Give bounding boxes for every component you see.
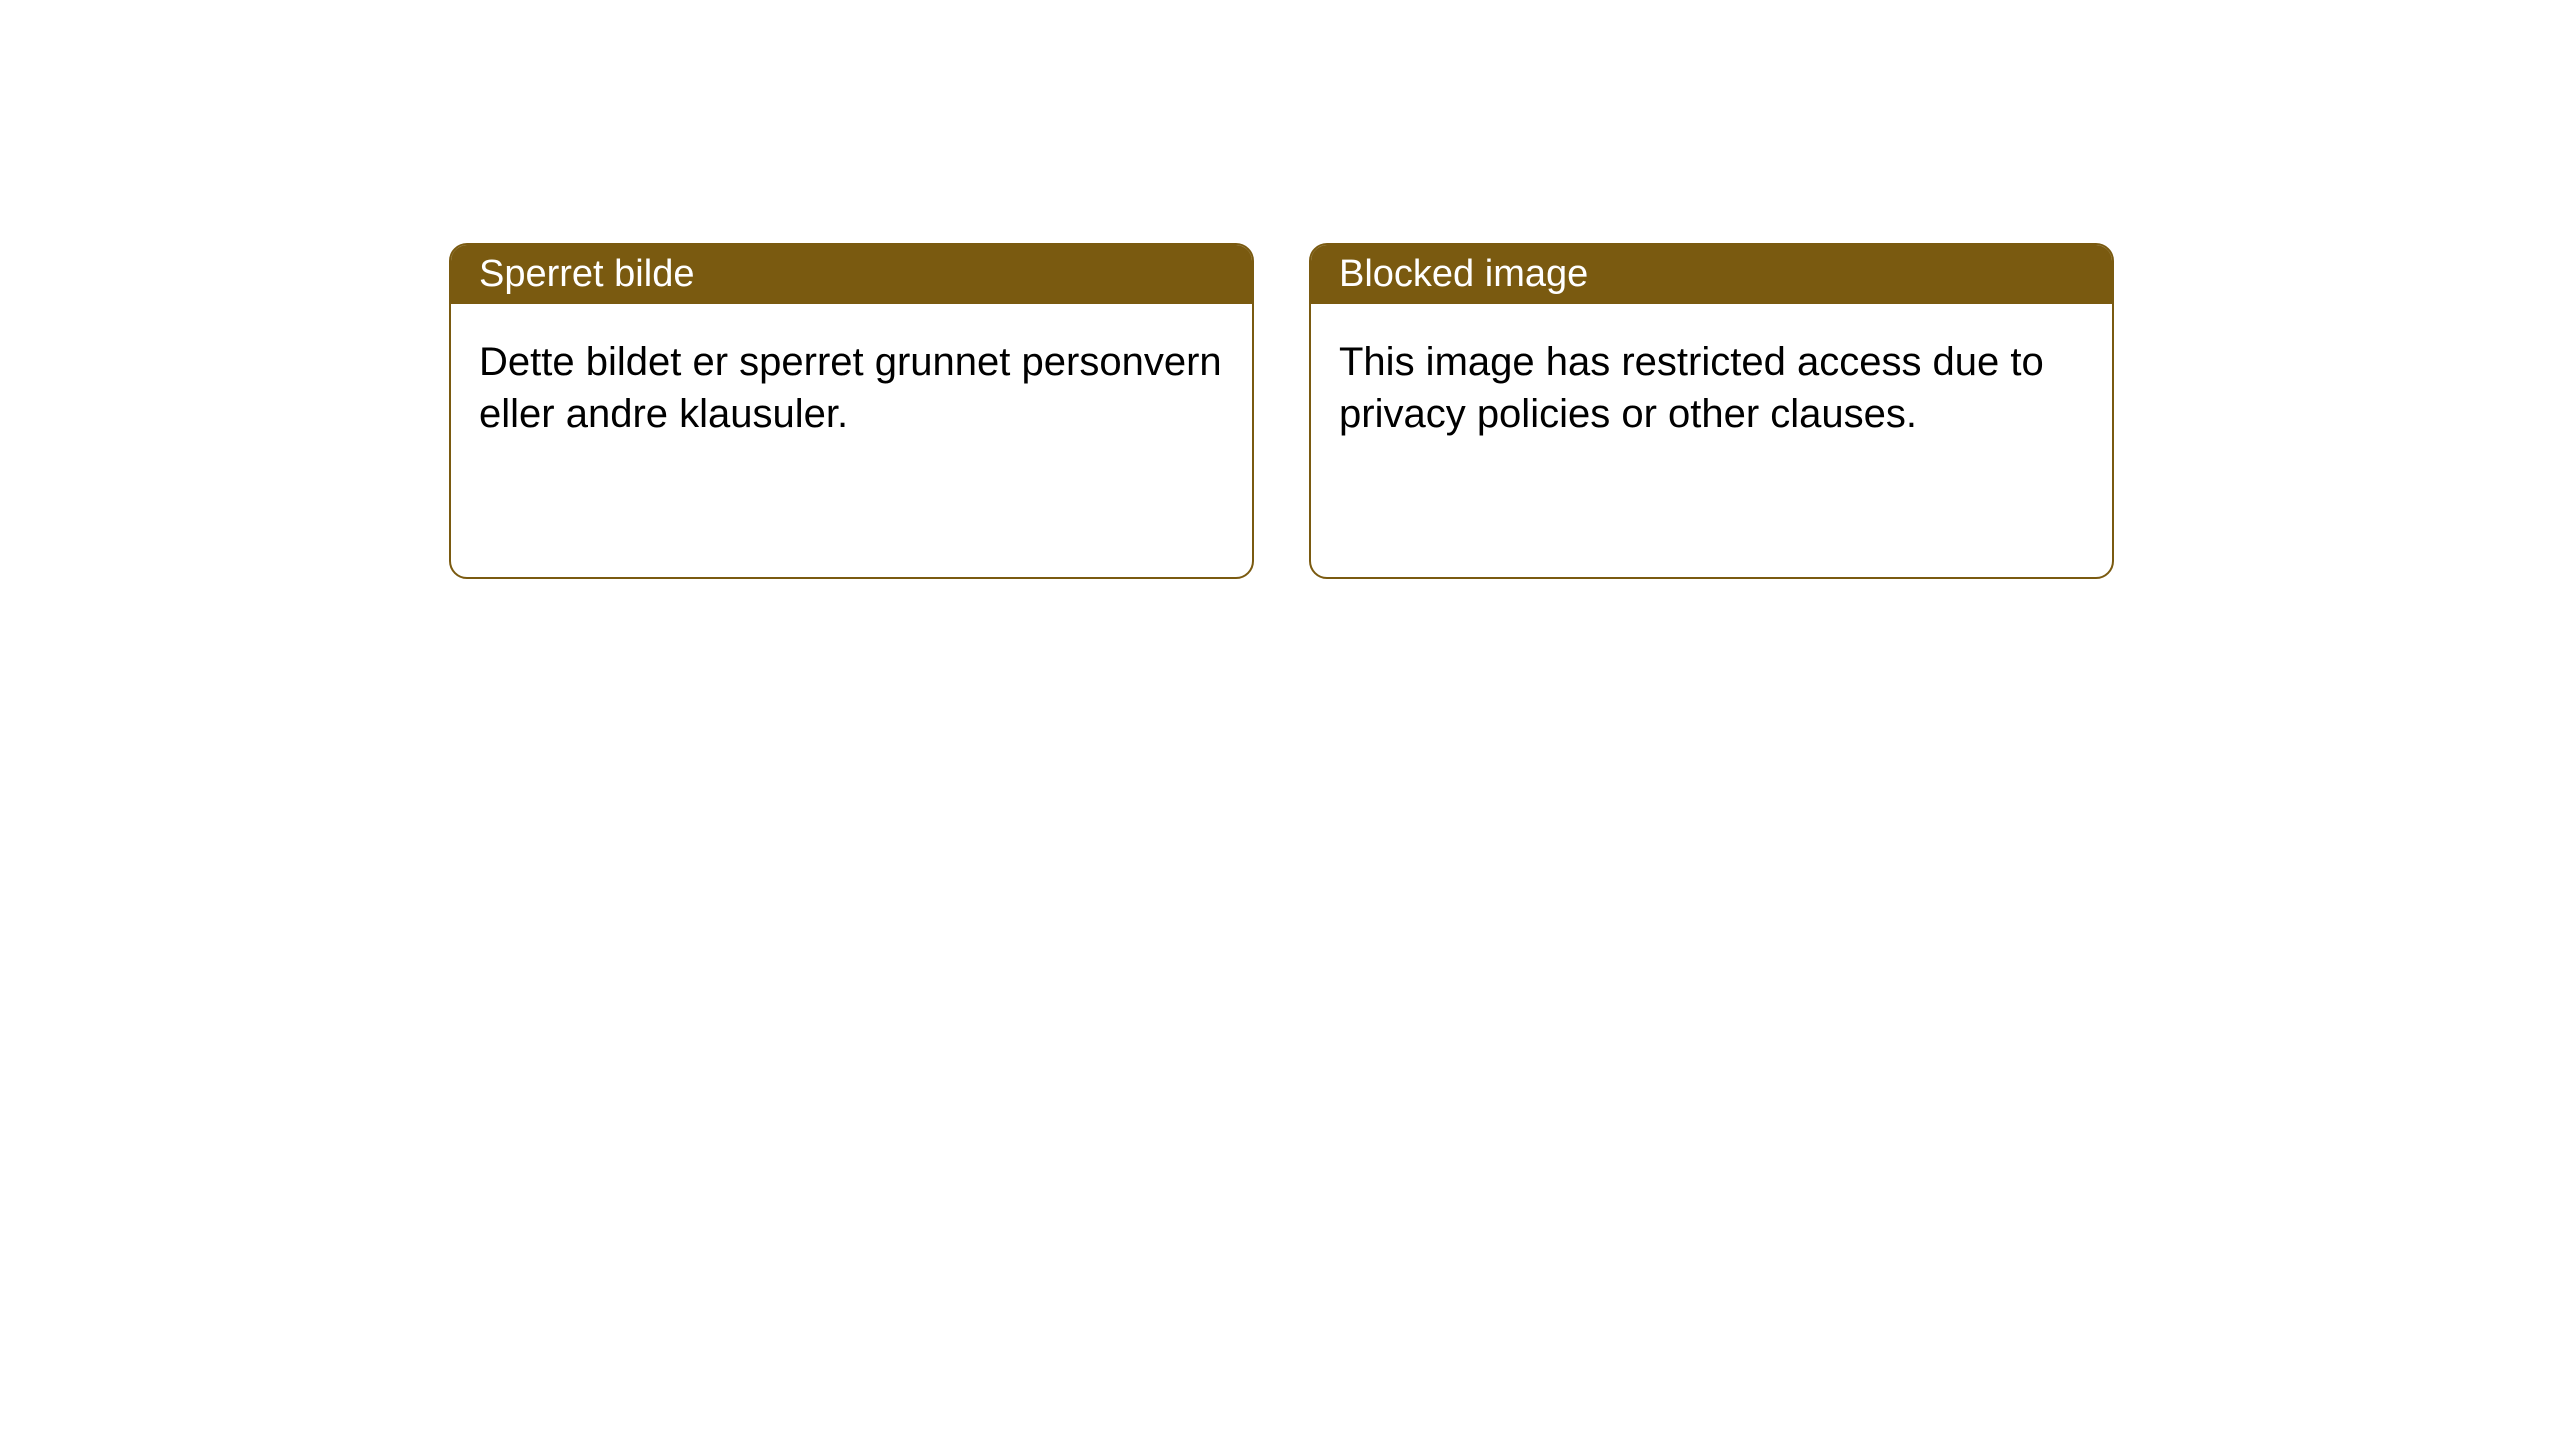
header-text: Sperret bilde: [479, 253, 694, 296]
card-header-norwegian: Sperret bilde: [451, 245, 1252, 304]
body-text: Dette bildet er sperret grunnet personve…: [479, 340, 1222, 436]
notice-container: Sperret bilde Dette bildet er sperret gr…: [449, 243, 2114, 579]
body-text: This image has restricted access due to …: [1339, 340, 2044, 436]
notice-card-norwegian: Sperret bilde Dette bildet er sperret gr…: [449, 243, 1254, 579]
header-text: Blocked image: [1339, 253, 1588, 296]
notice-card-english: Blocked image This image has restricted …: [1309, 243, 2114, 579]
card-body-norwegian: Dette bildet er sperret grunnet personve…: [451, 304, 1252, 472]
card-header-english: Blocked image: [1311, 245, 2112, 304]
card-body-english: This image has restricted access due to …: [1311, 304, 2112, 472]
